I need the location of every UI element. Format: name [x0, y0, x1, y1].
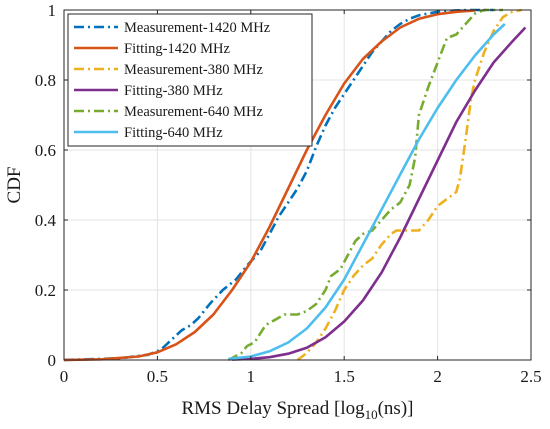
x-axis-label: RMS Delay Spread [log10(ns)] — [181, 398, 413, 422]
x-tick-label: 0 — [60, 367, 69, 386]
x-tick-label: 2.5 — [520, 367, 541, 386]
x-tick-label: 2 — [433, 367, 442, 386]
y-tick-label: 0 — [48, 351, 57, 370]
legend-label-5: Fitting-640 MHz — [124, 125, 223, 141]
y-tick-label: 0.4 — [35, 211, 57, 230]
legend-label-2: Measurement-380 MHz — [124, 62, 263, 78]
y-tick-label: 0.8 — [35, 71, 56, 90]
legend-items: Measurement-1420 MHz Fitting-1420 MHz Meas… — [74, 20, 271, 141]
legend-label-1: Fitting-1420 MHz — [124, 41, 230, 57]
series-line-0 — [63, 8, 494, 362]
plot-frame — [63, 9, 532, 361]
legend-box — [67, 13, 313, 147]
series-line-3 — [232, 26, 527, 361]
x-tick-label: 1.5 — [334, 367, 355, 386]
y-tick-label: 0.6 — [35, 141, 56, 160]
series-line-2 — [296, 8, 522, 362]
y-axis-label: CDF — [4, 167, 25, 204]
series-line-5 — [228, 23, 506, 361]
x-axis-label-sub: 10 — [365, 407, 378, 422]
series-lines — [63, 8, 527, 362]
y-tick-label: 1 — [48, 1, 57, 20]
axis-ticks: 0 0.5 1 1.5 2 2.5 0 0.2 0.4 0.6 0.8 1 — [35, 1, 542, 386]
legend: Measurement-1420 MHz Fitting-1420 MHz Meas… — [67, 13, 313, 147]
y-tick-label: 0.2 — [35, 281, 56, 300]
legend-label-3: Fitting-380 MHz — [124, 83, 223, 99]
legend-label-0: Measurement-1420 MHz — [124, 20, 271, 36]
legend-label-4: Measurement-640 MHz — [124, 104, 263, 120]
series-line-4 — [227, 8, 503, 362]
x-axis-label-main: RMS Delay Spread [log — [181, 398, 365, 419]
x-tick-label: 0.5 — [147, 367, 168, 386]
series-line-1 — [63, 9, 476, 362]
x-tick-label: 1 — [247, 367, 256, 386]
x-axis-label-tail: (ns)] — [378, 398, 414, 419]
